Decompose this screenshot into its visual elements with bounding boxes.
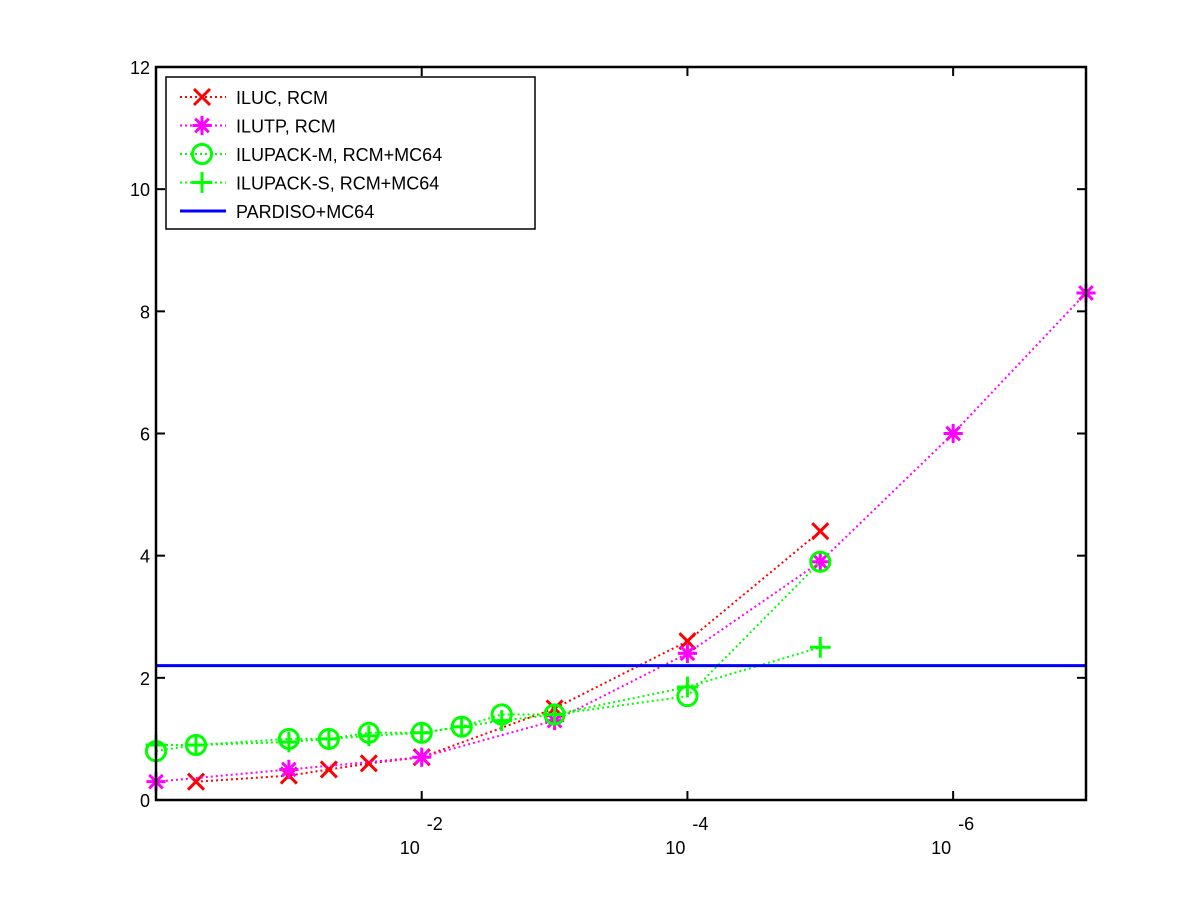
data-point (411, 722, 433, 744)
data-point (677, 643, 698, 663)
marker-stroke (812, 553, 829, 570)
data-point (943, 423, 963, 444)
marker-stroke (319, 760, 338, 779)
marker-stroke (359, 754, 378, 773)
x-tick-label: -2 10 (400, 814, 443, 858)
x-tick-exponent: -4 (692, 814, 708, 834)
data-point (358, 725, 380, 747)
legend-label: ILUTP, RCM (236, 117, 336, 137)
data-point (279, 759, 299, 780)
data-point (544, 704, 565, 725)
x-tick-exponent: -2 (427, 814, 443, 834)
legend-entry: ILUTP, RCM (180, 115, 336, 137)
axes-layer: 0 2 4 6 8 10 12 -2 10 -4 10 -6 10 (130, 58, 1088, 858)
data-point (318, 728, 340, 750)
x-tick-label: -6 10 (931, 814, 974, 858)
data-point (451, 716, 473, 738)
legend-label: ILUC, RCM (236, 88, 328, 108)
x-tick-exponent: -6 (958, 814, 974, 834)
legend-entry: ILUPACK-M, RCM+MC64 (180, 142, 442, 166)
data-point (811, 522, 830, 541)
legend-entry: ILUC, RCM (180, 87, 328, 108)
data-point (809, 550, 832, 573)
legend-entry: PARDISO+MC64 (180, 202, 374, 222)
x-tick-base: 10 (665, 838, 685, 858)
legend-marker (190, 142, 214, 166)
marker-stroke (945, 425, 961, 442)
legend-marker (192, 87, 212, 107)
data-point (491, 710, 513, 731)
y-tick-label: 0 (140, 791, 150, 811)
y-tick-label: 10 (130, 180, 150, 200)
series-line (155, 292, 1087, 783)
x-tick-base: 10 (931, 838, 951, 858)
data-point (412, 747, 432, 767)
data-point (359, 754, 378, 773)
legend-label: PARDISO+MC64 (236, 202, 374, 222)
legend-box (165, 76, 536, 230)
legend-label: ILUPACK-S, RCM+MC64 (236, 174, 439, 194)
data-point (677, 676, 698, 698)
y-tick-label: 4 (140, 547, 150, 567)
data-point (809, 636, 831, 658)
legend-label: ILUPACK-M, RCM+MC64 (236, 145, 442, 165)
marker-stroke (186, 772, 206, 791)
y-tick-label: 6 (140, 425, 150, 445)
y-tick-label: 2 (140, 669, 150, 689)
y-tick-label: 12 (130, 58, 150, 78)
data-point (319, 760, 338, 779)
marker-stroke (194, 117, 210, 134)
x-tick-label: -4 10 (665, 814, 708, 858)
data-point (185, 734, 207, 756)
data-point (186, 772, 206, 791)
series-layer (144, 283, 1096, 792)
data-point (278, 731, 300, 753)
marker-stroke (811, 522, 830, 541)
legend-marker (191, 172, 213, 193)
x-tick-base: 10 (400, 838, 420, 858)
marker-stroke (281, 761, 297, 778)
marker-stroke (679, 645, 696, 662)
legend-entry: ILUPACK-S, RCM+MC64 (180, 172, 439, 194)
legend-marker (192, 115, 212, 136)
y-tick-label: 8 (140, 302, 150, 322)
data-point (810, 552, 830, 572)
marker-stroke (192, 87, 212, 107)
marker-stroke (413, 749, 430, 766)
legend: ILUC, RCM ILUTP, RCM ILUPACK-M, RCM+MC64 IL… (165, 76, 536, 230)
series-3 (145, 636, 831, 756)
